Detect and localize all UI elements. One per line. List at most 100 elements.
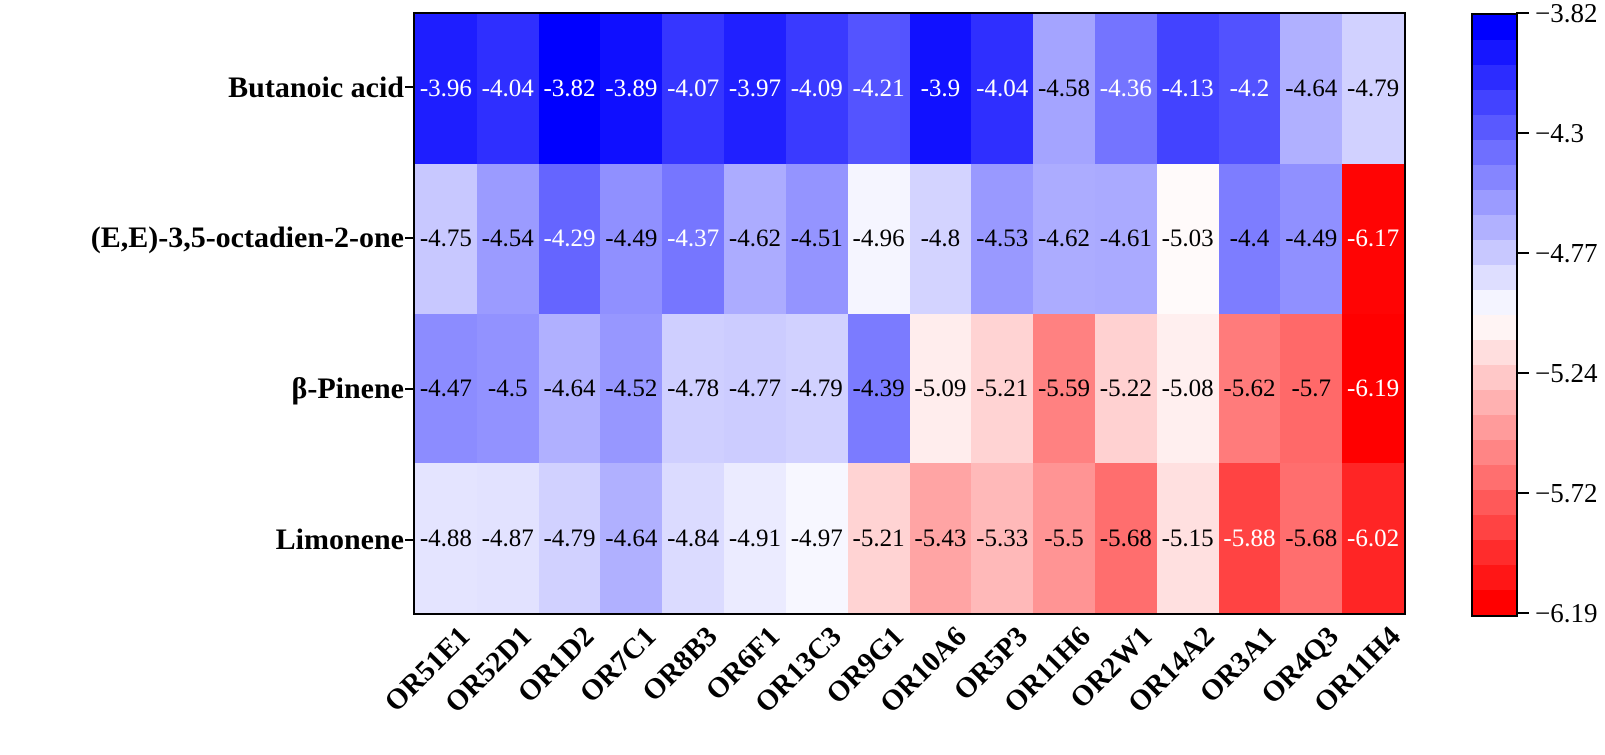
heatmap-cell: -4.62: [1033, 163, 1095, 314]
colorbar-tick-mark: [1516, 252, 1529, 254]
colorbar-tick-label: −5.24: [1535, 358, 1598, 388]
heatmap-cell: -4.09: [785, 14, 848, 164]
heatmap-cell: -5.7: [1280, 313, 1343, 464]
colorbar-segment: [1473, 440, 1516, 465]
heatmap-cell: -6.19: [1342, 313, 1404, 464]
cell-value: -4.8: [920, 225, 961, 253]
cell-value: -4.79: [790, 374, 843, 402]
heatmap-cell: -4.8: [909, 163, 972, 314]
cell-value: -6.19: [1347, 374, 1400, 402]
cell-value: -3.96: [419, 75, 472, 103]
cell-value: -6.02: [1347, 524, 1400, 552]
colorbar-segment: [1473, 515, 1516, 540]
cell-value: -4.64: [605, 524, 658, 552]
cell-value: -4.64: [543, 374, 596, 402]
colorbar-segment: [1473, 465, 1516, 490]
cell-value: -5.03: [1161, 225, 1214, 253]
heatmap-cell: -4.61: [1094, 163, 1157, 314]
heatmap-cell: -4.04: [971, 14, 1034, 164]
cell-value: -4.36: [1099, 75, 1152, 103]
colorbar-tick-label: −4.77: [1535, 238, 1598, 268]
colorbar-segment: [1473, 340, 1516, 365]
colorbar-tick-mark: [1516, 12, 1529, 14]
heatmap-cell: -5.62: [1218, 313, 1281, 464]
colorbar-segment: [1473, 90, 1516, 115]
cell-value: -4.77: [728, 374, 781, 402]
cell-value: -4.62: [1037, 225, 1091, 253]
heatmap-cell: -4.21: [847, 14, 910, 164]
heatmap-cell: -4.88: [415, 463, 477, 613]
heatmap-cell: -5.21: [847, 463, 910, 613]
colorbar-segment: [1473, 290, 1516, 315]
row-label-octadienone: (E,E)-3,5-octadien-2-one: [90, 221, 404, 254]
colorbar-segment: [1473, 565, 1516, 590]
cell-value: -4.21: [852, 75, 905, 103]
heatmap-cell: -4.77: [724, 313, 786, 464]
heatmap-cell: -4.4: [1218, 163, 1281, 314]
heatmap-cell: -5.5: [1033, 463, 1095, 613]
cell-value: -4.97: [790, 524, 843, 552]
cell-value: -5.59: [1037, 374, 1091, 402]
cell-value: -4.4: [1229, 225, 1270, 253]
heatmap-cell: -4.97: [785, 463, 848, 613]
heatmap-cell: -4.07: [662, 14, 725, 164]
heatmap-cell: -5.09: [909, 313, 972, 464]
cell-value: -4.5: [487, 374, 528, 402]
cell-value: -5.22: [1099, 374, 1152, 402]
cell-value: -4.58: [1037, 75, 1091, 103]
heatmap-cell: -4.78: [662, 313, 725, 464]
colorbar-segment: [1473, 40, 1516, 65]
colorbar-segment: [1473, 415, 1516, 440]
colorbar-segment: [1473, 390, 1516, 415]
colorbar-tick-mark: [1516, 612, 1529, 614]
heatmap-cell: -4.5: [476, 313, 539, 464]
cell-value: -3.82: [543, 75, 596, 103]
heatmap-grid: -3.96 -4.04 -3.82 -3.89 -4.07 -3.97 -4.09 -4.21…: [413, 12, 1406, 615]
heatmap-cell: -3.9: [909, 14, 972, 164]
heatmap-cell: -4.87: [476, 463, 539, 613]
cell-value: -5.08: [1161, 374, 1214, 402]
cell-value: -4.62: [728, 225, 781, 253]
cell-value: -5.88: [1223, 524, 1276, 552]
colorbar-segment: [1473, 115, 1516, 140]
cell-value: -4.49: [605, 225, 658, 253]
heatmap-cell: -4.39: [847, 313, 910, 464]
heatmap-cell: -4.79: [785, 313, 848, 464]
heatmap-cell: -4.37: [662, 163, 725, 314]
cell-value: -5.43: [914, 524, 967, 552]
heatmap-cell: -4.2: [1218, 14, 1281, 164]
cell-value: -3.97: [728, 75, 781, 103]
colorbar-tick-label: −3.82: [1535, 0, 1598, 28]
heatmap-cell: -4.04: [476, 14, 539, 164]
heatmap-cell: -5.88: [1218, 463, 1281, 613]
heatmap-cell: -5.33: [971, 463, 1034, 613]
heatmap-cell: -5.21: [971, 313, 1034, 464]
cell-value: -4.49: [1285, 225, 1338, 253]
cell-value: -5.62: [1223, 374, 1276, 402]
colorbar-segment: [1473, 140, 1516, 165]
cell-value: -5.68: [1099, 524, 1152, 552]
heatmap-cell: -3.96: [415, 14, 477, 164]
heatmap-cell: -4.58: [1033, 14, 1095, 164]
cell-value: -4.47: [419, 374, 472, 402]
cell-value: -4.04: [976, 75, 1029, 103]
cell-value: -4.79: [543, 524, 596, 552]
cell-value: -5.15: [1161, 524, 1214, 552]
cell-value: -4.79: [1347, 75, 1400, 103]
heatmap-cell: -4.75: [415, 163, 477, 314]
y-tick-mark: [405, 387, 413, 390]
heatmap-cell: -5.03: [1156, 163, 1219, 314]
cell-value: -5.5: [1044, 524, 1084, 552]
colorbar-segment: [1473, 365, 1516, 390]
colorbar-segment: [1473, 265, 1516, 290]
heatmap-cell: -4.13: [1156, 14, 1219, 164]
heatmap-cell: -4.79: [538, 463, 601, 613]
colorbar-tick-label: −6.19: [1535, 598, 1598, 628]
cell-value: -4.84: [667, 524, 720, 552]
heatmap-cell: -4.49: [600, 163, 663, 314]
cell-value: -3.9: [920, 75, 961, 103]
heatmap-cell: -4.84: [662, 463, 725, 613]
heatmap-cell: -4.54: [476, 163, 539, 314]
heatmap-cell: -4.36: [1094, 14, 1157, 164]
